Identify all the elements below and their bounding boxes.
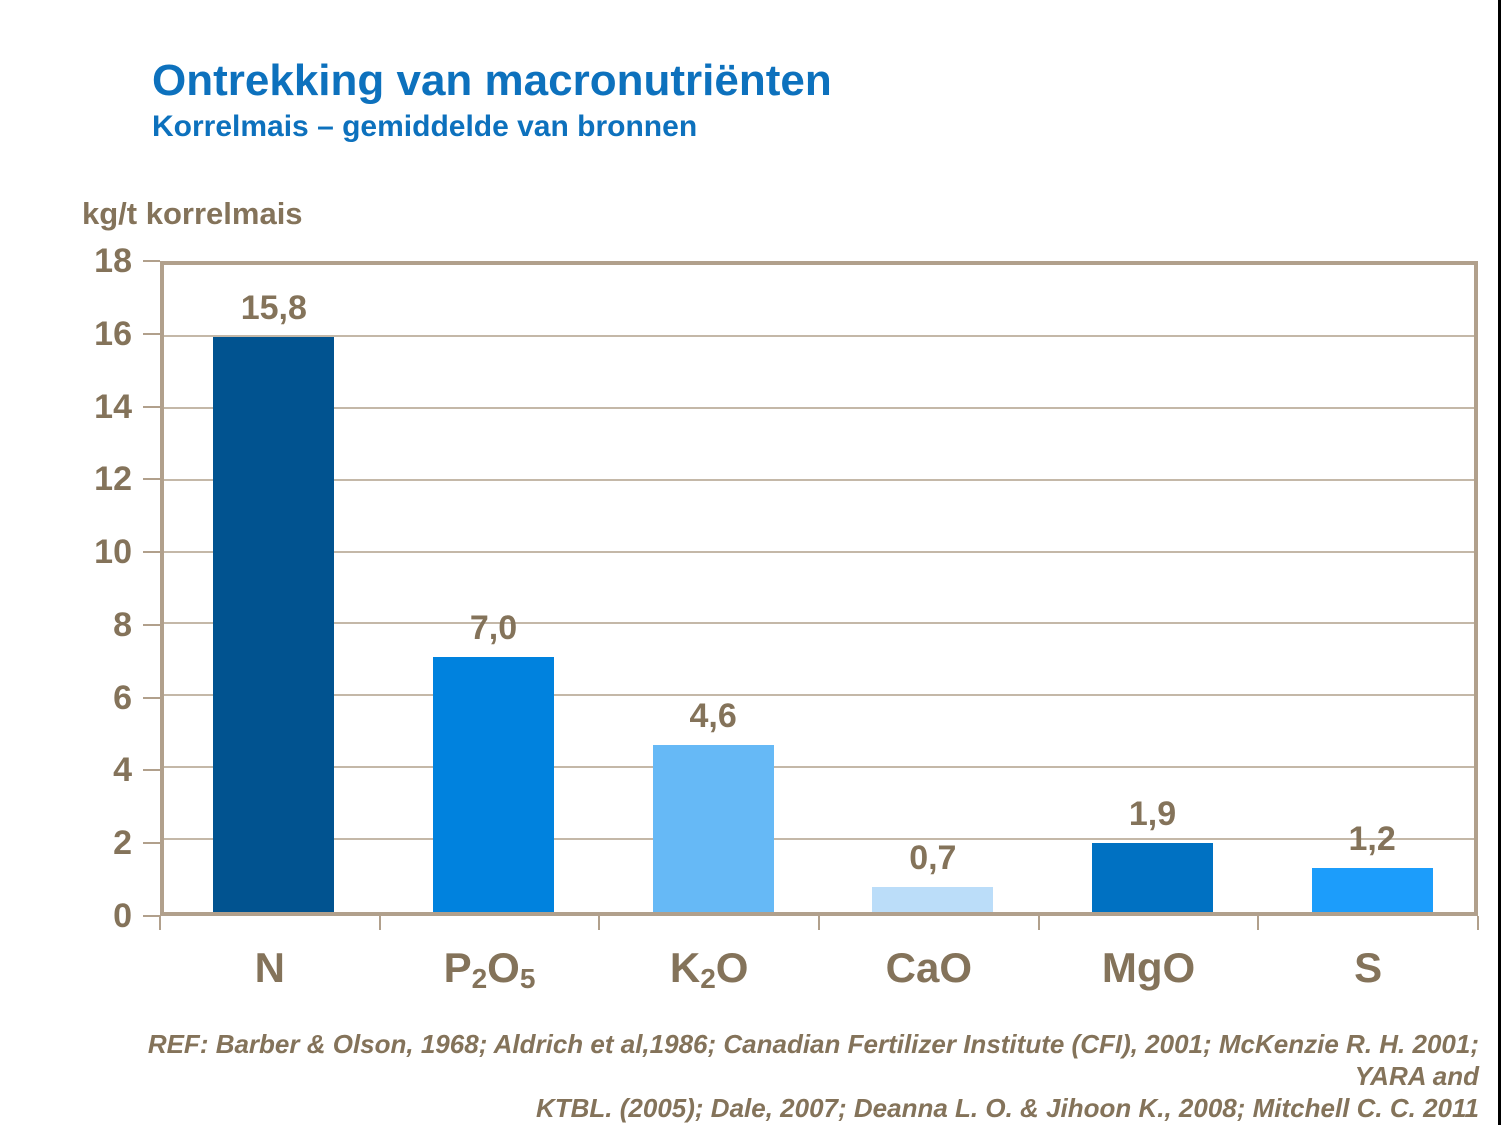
plot-area: 15,8 7,0 4,6 0,7 1,9 1,2 — [160, 261, 1478, 916]
reference-line-2: KTBL. (2005); Dale, 2007; Deanna L. O. &… — [535, 1093, 1479, 1123]
x-tick-1 — [378, 916, 381, 930]
y-tick-label-14: 14 — [94, 387, 132, 426]
x-tick-6 — [1477, 916, 1479, 930]
y-tick-2 — [143, 842, 160, 845]
category-label-MgO: MgO — [1039, 944, 1259, 992]
y-tick-label-8: 8 — [113, 605, 132, 644]
y-tick-4 — [143, 769, 160, 772]
value-label-MgO: 1,9 — [1128, 794, 1177, 833]
x-tick-5 — [1257, 916, 1260, 930]
bar-N — [213, 337, 335, 912]
page-title: Ontrekking van macronutriënten — [152, 56, 832, 105]
y-tick-label-12: 12 — [94, 460, 132, 499]
y-tick-label-2: 2 — [113, 824, 132, 863]
x-tick-4 — [1037, 916, 1040, 930]
bar-S — [1311, 868, 1433, 912]
category-text: N — [254, 944, 285, 991]
y-tick-label-16: 16 — [94, 314, 132, 353]
category-label-N: N — [160, 944, 380, 992]
category-label-S: S — [1258, 944, 1478, 992]
category-label-P2O5: P2O5 — [380, 944, 600, 997]
page-subtitle: Korrelmais – gemiddelde van bronnen — [152, 110, 698, 143]
y-tick-label-18: 18 — [94, 242, 132, 280]
value-label-K2O: 4,6 — [689, 696, 737, 735]
gridline-12 — [164, 478, 1474, 481]
y-tick-label-4: 4 — [113, 751, 132, 790]
category-text: O — [715, 944, 749, 991]
y-tick-8 — [143, 623, 160, 626]
category-text: K — [669, 944, 701, 991]
x-tick-2 — [598, 916, 601, 930]
y-tick-6 — [143, 696, 160, 699]
gridline-8 — [164, 622, 1474, 625]
y-tick-label-0: 0 — [113, 897, 132, 935]
y-tick-label-10: 10 — [94, 533, 132, 572]
bar-K2O — [652, 744, 774, 912]
y-tick-16 — [143, 332, 160, 335]
value-label-S: 1,2 — [1348, 820, 1396, 859]
subscript-text: 2 — [471, 963, 488, 994]
value-label-N: 15,8 — [240, 289, 307, 328]
bar-MgO — [1092, 842, 1213, 912]
x-tick-0 — [159, 916, 161, 930]
gridline-4 — [164, 766, 1474, 769]
subscript-text: 5 — [519, 963, 536, 994]
bar-P2O5 — [433, 657, 554, 912]
category-text: S — [1354, 944, 1383, 991]
y-tick-14 — [143, 405, 160, 408]
value-label-CaO: 0,7 — [909, 838, 957, 877]
category-label-CaO: CaO — [819, 944, 1039, 992]
subscript-text: 2 — [700, 963, 716, 994]
reference-text: REF: Barber & Olson, 1968; Aldrich et al… — [70, 1028, 1479, 1124]
y-tick-label-6: 6 — [113, 678, 132, 717]
x-tick-3 — [818, 916, 820, 930]
y-tick-12 — [143, 478, 160, 481]
category-text: P — [443, 944, 472, 991]
category-label-K2O: K2O — [599, 944, 819, 997]
y-axis-title: kg/t korrelmais — [82, 196, 303, 231]
gridline-16 — [164, 334, 1474, 337]
image-right-border — [1498, 0, 1501, 1125]
y-tick-10 — [143, 551, 160, 554]
gridline-6 — [164, 694, 1474, 697]
gridline-10 — [164, 550, 1474, 553]
category-text: MgO — [1101, 944, 1196, 991]
reference-line-1: REF: Barber & Olson, 1968; Aldrich et al… — [147, 1029, 1479, 1091]
gridline-2 — [164, 838, 1474, 841]
gridline-14 — [164, 406, 1474, 409]
y-tick-18 — [143, 260, 160, 262]
y-tick-0 — [143, 915, 160, 917]
category-text: CaO — [885, 944, 972, 991]
category-text: O — [487, 944, 520, 991]
value-label-P2O5: 7,0 — [469, 609, 518, 648]
bar-CaO — [872, 886, 994, 912]
